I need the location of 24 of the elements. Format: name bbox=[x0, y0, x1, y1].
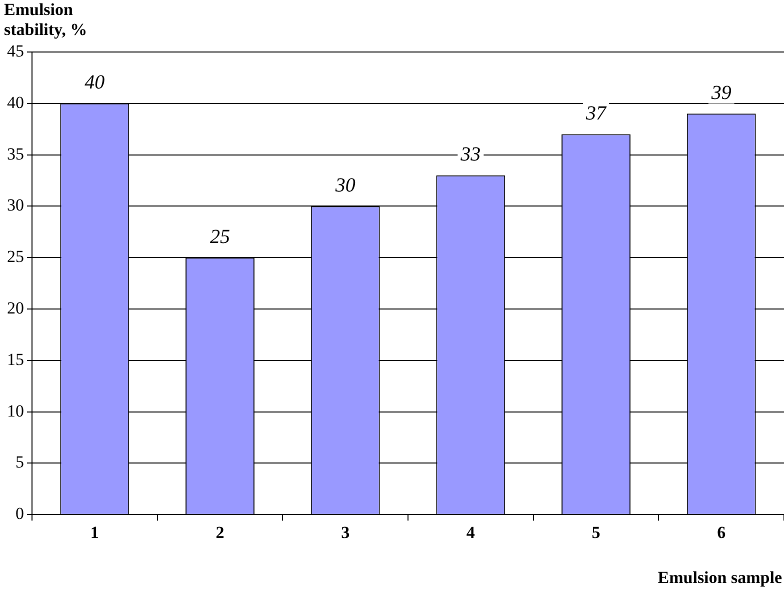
y-tick-label: 15 bbox=[7, 350, 24, 369]
y-tick-label: 5 bbox=[16, 452, 24, 472]
y-tick-label: 25 bbox=[7, 247, 24, 266]
x-tick-label: 1 bbox=[90, 523, 99, 542]
x-tick-label: 3 bbox=[341, 523, 350, 542]
y-tick-label: 0 bbox=[16, 504, 24, 524]
data-label: 40 bbox=[84, 72, 105, 94]
x-tick-label: 6 bbox=[717, 523, 726, 542]
y-tick-label: 20 bbox=[7, 298, 24, 318]
data-label: 37 bbox=[585, 102, 607, 124]
y-tick-label: 40 bbox=[7, 92, 24, 112]
x-axis-title: Emulsion sample bbox=[658, 568, 782, 588]
x-tick-label: 2 bbox=[216, 523, 224, 542]
x-tick-label: 4 bbox=[466, 523, 476, 542]
y-tick-label: 10 bbox=[7, 401, 24, 420]
y-tick-label: 35 bbox=[7, 144, 24, 164]
y-tick-label: 45 bbox=[7, 41, 24, 60]
data-label: 33 bbox=[460, 144, 481, 166]
data-label: 25 bbox=[210, 226, 230, 248]
y-axis-title: Emulsion stability, % bbox=[4, 0, 88, 40]
x-tick-label: 5 bbox=[592, 523, 600, 542]
data-label: 39 bbox=[710, 82, 732, 104]
data-label: 30 bbox=[334, 174, 356, 196]
y-tick-label: 30 bbox=[7, 196, 24, 215]
